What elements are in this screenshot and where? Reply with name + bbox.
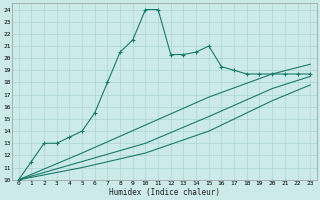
X-axis label: Humidex (Indice chaleur): Humidex (Indice chaleur) (109, 188, 220, 197)
